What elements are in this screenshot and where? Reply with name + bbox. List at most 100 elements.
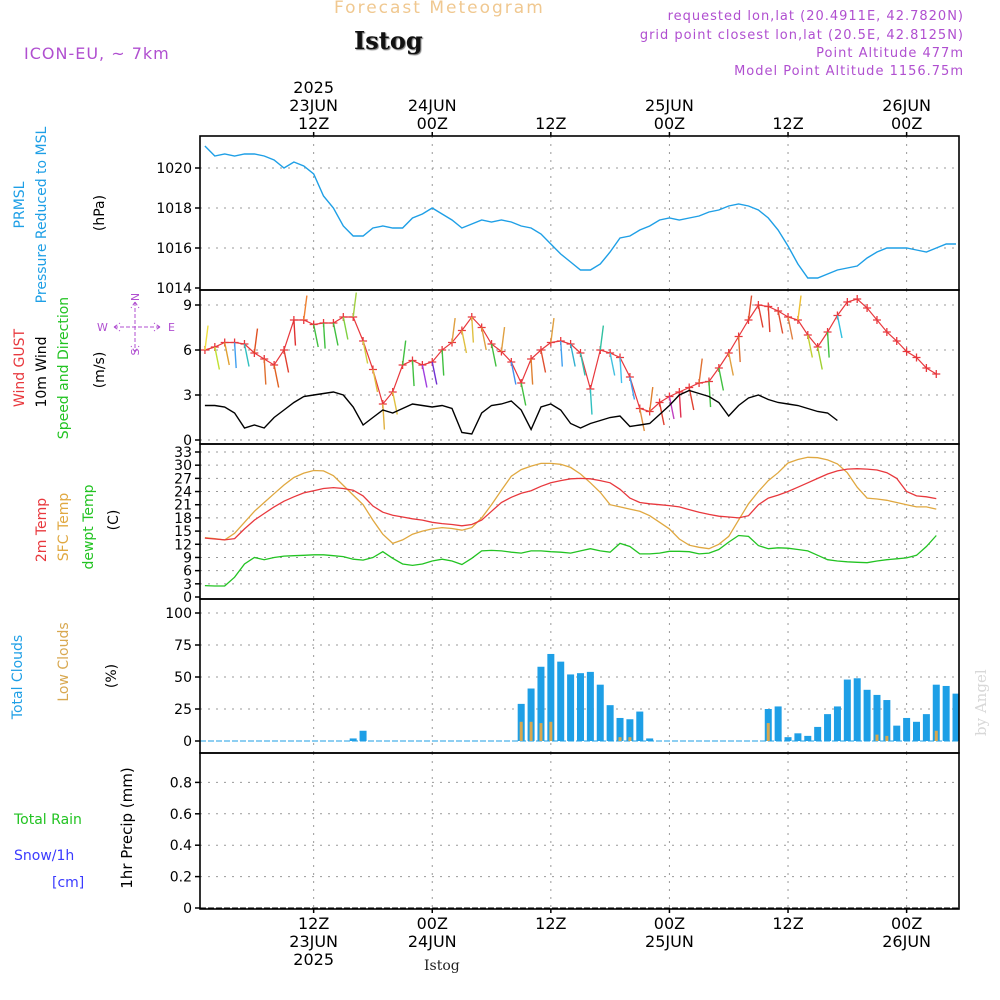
wind-arrow bbox=[807, 334, 814, 358]
total-cloud-bar bbox=[843, 679, 851, 741]
wind-arrow bbox=[233, 342, 237, 369]
wind-arrow bbox=[816, 346, 823, 370]
total-cloud-bar bbox=[557, 661, 565, 741]
low-cloud-bar bbox=[519, 721, 523, 741]
total-cloud-bar bbox=[567, 674, 575, 741]
total-cloud-bar bbox=[586, 671, 594, 741]
total-cloud-bar bbox=[903, 717, 911, 741]
panel-frame bbox=[199, 289, 960, 445]
pressure-line bbox=[204, 145, 956, 279]
x-tick-label-bottom: 00Z bbox=[891, 914, 922, 933]
x-tick-label-bottom: 26JUN bbox=[882, 932, 931, 951]
wind-arrow bbox=[500, 326, 506, 352]
gust-marker bbox=[902, 347, 911, 356]
wind-arrow bbox=[243, 343, 250, 367]
x-tick-label-bottom: 24JUN bbox=[408, 932, 457, 951]
wind-arrow bbox=[312, 324, 319, 348]
y-tick-label: 0.8 bbox=[170, 775, 192, 791]
wind-unit: (m/s) bbox=[92, 352, 108, 389]
y-tick-label: 0.2 bbox=[170, 870, 192, 886]
low-cloud-bar bbox=[766, 723, 770, 741]
wind-arrow bbox=[471, 316, 475, 343]
station-name: Istog bbox=[354, 26, 423, 55]
total-cloud-bar bbox=[547, 653, 555, 741]
x-tick-label-top: 26JUN bbox=[882, 96, 931, 115]
gust-marker bbox=[892, 337, 901, 345]
compass-e-label: E bbox=[168, 321, 175, 334]
wind-arrow bbox=[372, 369, 379, 393]
sfc-temp-line bbox=[204, 456, 937, 550]
total-cloud-bar bbox=[863, 689, 871, 741]
low-cloud-bar bbox=[539, 723, 543, 741]
dewpoint-label: dewpt Temp bbox=[81, 484, 97, 569]
wind-arrow bbox=[569, 343, 576, 367]
wind-arrow bbox=[421, 364, 428, 388]
temp-2m-line bbox=[204, 468, 937, 541]
wind-arrow bbox=[629, 376, 636, 400]
y-tick-label: 0.6 bbox=[170, 807, 192, 823]
wind-arrow bbox=[322, 322, 326, 349]
total-cloud-bar bbox=[833, 706, 841, 741]
x-tick-label-bottom: 12Z bbox=[772, 914, 803, 933]
wind-arrow bbox=[224, 342, 230, 366]
total-cloud-bar bbox=[853, 678, 861, 741]
wind-arrow bbox=[530, 358, 534, 385]
low-cloud-bar bbox=[885, 735, 889, 741]
total-cloud-bar bbox=[616, 717, 624, 741]
wind-arrow bbox=[728, 352, 734, 376]
model-altitude: Model Point Altitude 1156.75m bbox=[734, 64, 964, 79]
y-tick-label: 1014 bbox=[156, 281, 192, 297]
x-tick-label-top: 24JUN bbox=[408, 96, 457, 115]
wind-arrow bbox=[550, 317, 555, 343]
wind-gust-label: Wind GUST bbox=[12, 328, 28, 407]
wind-arrow bbox=[342, 316, 349, 340]
y-tick-label: 1016 bbox=[156, 241, 192, 257]
gust-marker bbox=[932, 370, 941, 378]
low-cloud-bar bbox=[875, 734, 879, 741]
wind-arrow bbox=[797, 295, 802, 321]
total-cloud-bar bbox=[794, 733, 802, 741]
wind-arrow bbox=[441, 349, 445, 376]
x-tick-label-top: 25JUN bbox=[645, 96, 694, 115]
total-cloud-bar bbox=[596, 684, 604, 741]
x-tick-label-top: 00Z bbox=[654, 114, 685, 133]
y-tick-label: 6 bbox=[183, 564, 192, 580]
wind-arrow bbox=[293, 319, 297, 346]
wind-arrow bbox=[609, 352, 616, 376]
wind-arrow bbox=[787, 316, 794, 340]
total-cloud-bar bbox=[537, 666, 545, 741]
y-tick-label: 9 bbox=[183, 550, 192, 566]
total-cloud-bar bbox=[527, 688, 535, 741]
panel-frame bbox=[199, 135, 960, 291]
wind-arrow bbox=[520, 382, 527, 406]
total-cloud-bar bbox=[576, 673, 584, 741]
wind-arrow bbox=[263, 358, 267, 385]
wind-arrow bbox=[362, 340, 369, 364]
y-tick-label: 0.4 bbox=[170, 838, 192, 854]
wind-speed-dir-label: Speed and Direction bbox=[56, 297, 72, 439]
temp-unit: (C) bbox=[106, 510, 122, 531]
wind-arrow bbox=[401, 340, 407, 366]
total-cloud-bar bbox=[814, 726, 822, 741]
wind-arrow bbox=[540, 349, 547, 373]
y-tick-label: 1020 bbox=[156, 161, 192, 177]
wind-arrow bbox=[826, 331, 830, 358]
x-tick-label-top: 12Z bbox=[298, 114, 329, 133]
wind-arrow bbox=[411, 360, 415, 387]
total-cloud-bar bbox=[804, 735, 812, 741]
sfc-temp-label: SFC Temp bbox=[56, 493, 72, 562]
y-tick-label: 100 bbox=[165, 606, 192, 622]
compass-w-label: W bbox=[97, 321, 108, 334]
footer-station: Istog bbox=[424, 958, 460, 974]
wind-arrow bbox=[480, 327, 487, 351]
pressure-label-long: Pressure Reduced to MSL bbox=[34, 126, 50, 303]
x-tick-label-bottom: 00Z bbox=[654, 914, 685, 933]
y-tick-label: 15 bbox=[174, 524, 192, 540]
y-tick-label: 33 bbox=[174, 445, 192, 461]
total-cloud-bar bbox=[359, 730, 367, 741]
wind-arrow bbox=[658, 402, 665, 426]
chart-title: Forecast Meteogram bbox=[334, 0, 545, 18]
wind-arrow bbox=[668, 396, 675, 420]
x-tick-label-top: 12Z bbox=[772, 114, 803, 133]
total-cloud-bar bbox=[893, 725, 901, 741]
